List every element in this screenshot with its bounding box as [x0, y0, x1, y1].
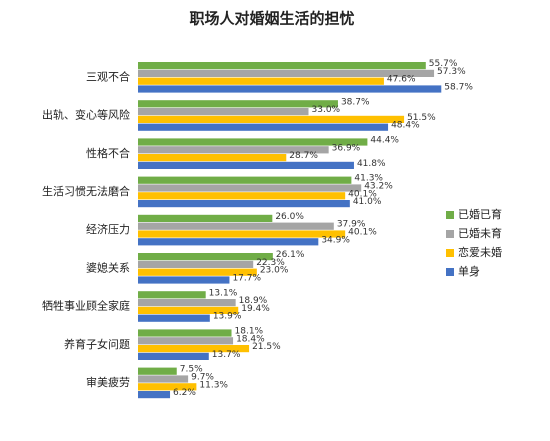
value-label: 40.1% — [348, 189, 377, 199]
bar — [138, 115, 405, 123]
value-label: 9.7% — [191, 373, 214, 383]
value-label: 23.0% — [260, 266, 289, 276]
bar — [138, 161, 354, 169]
legend-swatch — [446, 211, 454, 219]
bar — [138, 123, 389, 131]
value-label: 33.0% — [312, 105, 341, 115]
bar — [138, 100, 338, 108]
bar — [138, 184, 362, 192]
bar — [138, 138, 368, 146]
legend-label: 单身 — [458, 264, 480, 278]
category-label: 出轨、变心等风险 — [42, 108, 130, 122]
value-label: 47.6% — [387, 75, 416, 85]
value-label: 48.4% — [391, 121, 420, 131]
bar — [138, 383, 197, 391]
category-label: 三观不合 — [86, 69, 130, 83]
value-label: 38.7% — [341, 97, 370, 107]
bar — [138, 77, 384, 85]
category-label: 生活习惯无法磨合 — [42, 184, 130, 198]
bar — [138, 238, 319, 246]
bar — [138, 108, 309, 116]
value-label: 26.1% — [276, 250, 305, 260]
bar — [138, 299, 236, 307]
bar — [138, 69, 435, 77]
legend-swatch — [446, 249, 454, 257]
bar — [138, 146, 329, 154]
value-label: 19.4% — [241, 304, 270, 314]
value-label: 57.3% — [437, 67, 466, 77]
value-label: 7.5% — [180, 365, 203, 375]
bar — [138, 391, 171, 399]
value-label: 21.5% — [252, 342, 281, 352]
bar — [138, 268, 257, 276]
bar — [138, 230, 346, 238]
legend-swatch — [446, 268, 454, 276]
value-label: 18.9% — [239, 296, 268, 306]
category-label: 性格不合 — [86, 146, 130, 160]
bar — [138, 291, 206, 299]
value-label: 26.0% — [275, 212, 304, 222]
value-label: 36.9% — [332, 143, 361, 153]
value-label: 22.3% — [256, 258, 285, 268]
bar — [138, 306, 239, 314]
category-label: 牺牲事业顾全家庭 — [42, 299, 130, 313]
bar — [138, 260, 254, 268]
category-label: 审美疲劳 — [86, 375, 130, 389]
value-label: 40.1% — [348, 228, 377, 238]
value-label: 44.4% — [370, 136, 399, 146]
category-label: 经济压力 — [86, 222, 130, 236]
bar — [138, 62, 426, 70]
value-label: 13.7% — [212, 350, 241, 360]
legend-label: 已婚已育 — [458, 207, 502, 221]
value-label: 13.1% — [209, 288, 238, 298]
bar — [138, 192, 346, 200]
bar — [138, 85, 442, 93]
bar — [138, 367, 177, 375]
value-label: 17.7% — [232, 274, 261, 284]
value-label: 43.2% — [364, 182, 393, 192]
value-label: 6.2% — [173, 388, 196, 398]
value-label: 41.0% — [353, 197, 382, 207]
value-label: 18.1% — [235, 327, 264, 337]
value-label: 55.7% — [429, 59, 458, 69]
bar — [138, 276, 230, 284]
bar — [138, 253, 273, 261]
legend-label: 恋爱未婚 — [458, 245, 502, 259]
value-label: 18.4% — [236, 334, 265, 344]
value-label: 37.9% — [337, 220, 366, 230]
bar — [138, 352, 209, 360]
bar — [138, 345, 250, 353]
bar — [138, 200, 350, 208]
legend-swatch — [446, 230, 454, 238]
bar — [138, 375, 189, 383]
category-label: 养育子女问题 — [64, 337, 130, 351]
bar — [138, 314, 210, 322]
category-label: 婆媳关系 — [86, 260, 130, 274]
value-label: 58.7% — [444, 83, 473, 93]
value-label: 28.7% — [289, 151, 318, 161]
value-label: 34.9% — [321, 235, 350, 245]
bar — [138, 214, 273, 222]
value-label: 11.3% — [199, 380, 228, 390]
legend-label: 已婚未育 — [458, 226, 502, 240]
value-label: 13.9% — [213, 312, 242, 322]
bar — [138, 154, 287, 162]
value-label: 51.5% — [407, 113, 436, 123]
value-label: 41.8% — [357, 159, 386, 169]
chart-title: 职场人对婚姻生活的担忧 — [189, 10, 354, 28]
bar — [138, 222, 334, 230]
bar — [138, 329, 232, 337]
bar — [138, 337, 234, 345]
value-label: 41.3% — [354, 174, 383, 184]
bar — [138, 176, 352, 184]
